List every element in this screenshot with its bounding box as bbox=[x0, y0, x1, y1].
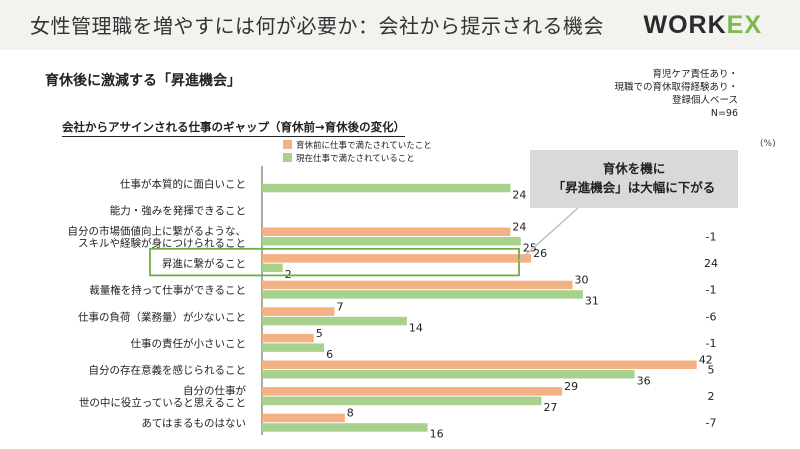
bar-after bbox=[262, 237, 521, 246]
bar-before bbox=[262, 413, 345, 423]
difference-value: 2 bbox=[708, 390, 715, 403]
difference-value: -1 bbox=[706, 284, 717, 297]
difference-value: 5 bbox=[708, 364, 715, 377]
bar-before bbox=[262, 227, 511, 236]
category-label: 世の中に役立っていると思えること bbox=[79, 396, 246, 409]
callout-line-1: 育休を機に bbox=[602, 161, 666, 176]
category-label: 自分の存在意義を感じられること bbox=[89, 364, 247, 377]
data-label-before: 7 bbox=[336, 300, 343, 313]
data-label-before: 5 bbox=[316, 327, 323, 340]
unit-label: (%) bbox=[760, 139, 776, 149]
bar-after bbox=[262, 343, 325, 352]
header-bar: 女性管理職を増やすには何が必要か：会社から提示される機会 WORKEX bbox=[0, 0, 800, 50]
category-label: 仕事の責任が小さいこと bbox=[131, 337, 247, 350]
bar-before bbox=[262, 280, 573, 290]
sample-size: N=96 bbox=[710, 108, 738, 119]
data-label-after: 16 bbox=[430, 428, 444, 441]
category-label: スキルや経験が身につけられること bbox=[78, 237, 246, 250]
bar-before bbox=[262, 360, 697, 369]
data-label-after: 24 bbox=[512, 188, 526, 201]
bar-before bbox=[262, 307, 335, 316]
data-label-after: 25 bbox=[523, 242, 537, 255]
category-label: 自分の仕事が bbox=[183, 384, 246, 397]
legend-item-before: 育休前に仕事で満たされていたこと bbox=[283, 139, 432, 151]
category-label: あてはまるものはない bbox=[141, 418, 246, 430]
category-label: 裁量権を持って仕事ができること bbox=[89, 284, 246, 297]
callout-line-2: 「昇進機会」は大幅に下がる bbox=[552, 180, 716, 195]
logo-text: WORK bbox=[643, 11, 727, 39]
workex-logo: WORKEX bbox=[643, 11, 762, 40]
data-label-before: 26 bbox=[533, 247, 547, 260]
category-label: 仕事の負荷（業務量）が少ないこと bbox=[78, 310, 246, 323]
data-label-after: 27 bbox=[543, 401, 557, 414]
highlight-box bbox=[149, 247, 520, 277]
sample-line-3: 登録個人ベース bbox=[671, 95, 738, 106]
callout-connector bbox=[518, 207, 579, 262]
sample-line-2: 現職での育休取得経験あり・ bbox=[614, 82, 738, 93]
bar-after bbox=[262, 316, 407, 326]
logo-mark: EX bbox=[726, 11, 762, 39]
data-label-before: 8 bbox=[347, 407, 354, 420]
bar-before bbox=[262, 254, 532, 263]
data-label-before: 24 bbox=[512, 221, 526, 234]
chart-title: 会社からアサインされる仕事のギャップ（育休前→育休後の変化） bbox=[62, 119, 406, 137]
data-label-after: 6 bbox=[326, 348, 333, 361]
data-label-after: 31 bbox=[585, 295, 599, 308]
difference-value: -7 bbox=[706, 417, 717, 430]
category-label: 能力・強みを発揮できること bbox=[110, 204, 246, 217]
sample-note: 育児ケア責任あり・ 現職での育休取得経験あり・ 登録個人ベース N=96 bbox=[614, 68, 738, 120]
page-title: 女性管理職を増やすには何が必要か：会社から提示される機会 bbox=[30, 14, 604, 38]
callout-box: 育休を機に 「昇進機会」は大幅に下がる bbox=[530, 150, 738, 208]
legend-label-before: 育休前に仕事で満たされていたこと bbox=[296, 141, 432, 151]
legend-item-after: 現在仕事で満たされていること bbox=[283, 152, 415, 164]
slide-subtitle: 育休後に激減する「昇進機会」 bbox=[45, 73, 241, 89]
bar-before bbox=[262, 387, 563, 396]
data-label-before: 30 bbox=[575, 274, 589, 287]
data-label-after: 36 bbox=[637, 375, 651, 388]
category-label: 仕事が本質的に面白いこと bbox=[120, 177, 246, 190]
data-label-before: 42 bbox=[699, 354, 713, 367]
data-label-after: 14 bbox=[409, 321, 423, 334]
bar-after bbox=[262, 370, 635, 379]
bar-after bbox=[262, 396, 542, 406]
difference-value: -6 bbox=[706, 310, 717, 323]
bar-after bbox=[262, 183, 511, 193]
legend-swatch-before bbox=[283, 140, 292, 149]
legend-label-after: 現在仕事で満たされていること bbox=[296, 154, 415, 164]
difference-value: -1 bbox=[706, 231, 717, 244]
difference-value: 24 bbox=[704, 257, 718, 270]
category-label: 自分の市場価値向上に繋がるような、 bbox=[68, 225, 247, 238]
bar-before bbox=[262, 333, 314, 343]
bar-after bbox=[262, 423, 428, 432]
legend-swatch-after bbox=[283, 153, 292, 162]
category-label: 昇進に繋がること bbox=[162, 257, 246, 270]
difference-value: -1 bbox=[706, 337, 717, 350]
bar-after bbox=[262, 290, 583, 299]
sample-line-1: 育児ケア責任あり・ bbox=[652, 69, 738, 80]
data-label-before: 29 bbox=[564, 380, 578, 393]
bar-after bbox=[262, 263, 283, 273]
